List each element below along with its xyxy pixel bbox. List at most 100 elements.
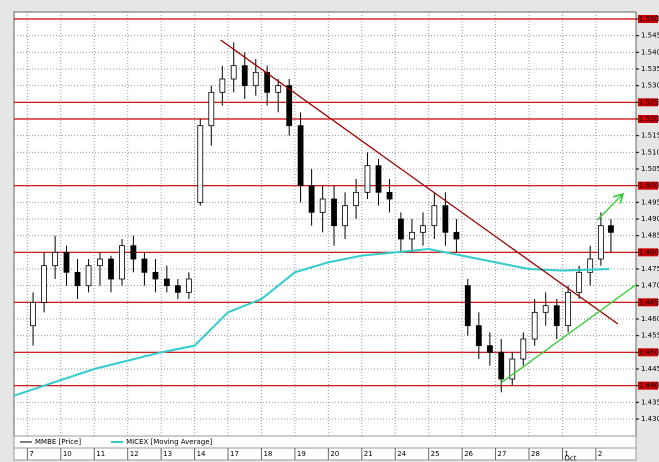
x-tick-label: 27 bbox=[498, 450, 507, 458]
candle-body bbox=[464, 285, 471, 327]
candle-body bbox=[576, 271, 583, 293]
candle-body bbox=[587, 258, 594, 273]
candle-body bbox=[52, 251, 59, 267]
candle-body bbox=[163, 278, 170, 287]
y-tick-label: 1.445 bbox=[641, 365, 659, 373]
candle-body bbox=[264, 71, 271, 93]
candle-body bbox=[531, 311, 538, 340]
level-tag bbox=[638, 181, 658, 190]
candle-body bbox=[308, 185, 315, 213]
level-label: 1.480 bbox=[639, 248, 659, 256]
x-tick-label: 12 bbox=[130, 450, 139, 458]
candle-body bbox=[219, 78, 226, 93]
candle-body bbox=[409, 231, 415, 240]
y-tick-label: 1.435 bbox=[641, 398, 659, 406]
candle-body bbox=[108, 258, 114, 280]
y-tick-label: 1.545 bbox=[641, 32, 659, 40]
candle-body bbox=[597, 225, 604, 260]
candle-body bbox=[420, 225, 426, 233]
y-tick-label: 1.510 bbox=[641, 148, 659, 156]
candle-body bbox=[130, 245, 137, 260]
y-tick-label: 1.455 bbox=[641, 332, 659, 340]
y-tick-label: 1.505 bbox=[641, 165, 659, 173]
x-tick-label: 19 bbox=[297, 450, 306, 458]
level-tag bbox=[638, 115, 658, 123]
candle-body bbox=[498, 351, 505, 380]
x-sublabel: Oct bbox=[564, 455, 576, 462]
candle-body bbox=[185, 278, 192, 293]
x-tick-label: 7 bbox=[29, 450, 33, 458]
level-tag bbox=[638, 348, 658, 357]
level-label: 1.520 bbox=[639, 115, 659, 123]
candle-body bbox=[319, 198, 326, 213]
candle-body bbox=[553, 305, 560, 327]
candle-body bbox=[442, 205, 449, 233]
level-label: 1.440 bbox=[639, 382, 659, 390]
candle-body bbox=[386, 191, 393, 200]
y-tick-label: 1.485 bbox=[641, 232, 659, 240]
level-label: 1.450 bbox=[639, 348, 659, 356]
x-tick-label: 10 bbox=[63, 450, 72, 458]
candle-body bbox=[141, 258, 148, 273]
candle-body bbox=[41, 265, 47, 303]
candle-body bbox=[398, 218, 404, 240]
level-label: 1.525 bbox=[639, 98, 659, 106]
x-tick-label: 13 bbox=[163, 450, 172, 458]
y-tick-label: 1.430 bbox=[641, 415, 659, 423]
x-tick-label: 21 bbox=[364, 450, 373, 458]
candle-body bbox=[364, 165, 371, 193]
candle-body bbox=[431, 205, 438, 227]
trend-line bbox=[220, 39, 619, 325]
y-tick-label: 1.490 bbox=[641, 215, 659, 223]
legend-bar bbox=[13, 435, 637, 449]
x-tick-label: 14 bbox=[197, 450, 206, 458]
x-tick-label: 28 bbox=[531, 450, 540, 458]
x-axis-bar bbox=[13, 447, 637, 461]
candle-body bbox=[85, 265, 92, 287]
legend-label: MICEX [Moving Average] bbox=[126, 438, 212, 446]
x-tick-label: 20 bbox=[330, 450, 339, 458]
candle-body bbox=[197, 125, 204, 203]
candle-body bbox=[453, 231, 460, 240]
level-tag bbox=[638, 381, 658, 390]
plot-area bbox=[13, 11, 637, 437]
candle-body bbox=[174, 285, 181, 293]
candle-body bbox=[30, 301, 36, 327]
x-tick-label: 11 bbox=[96, 450, 105, 458]
candle-body bbox=[297, 125, 304, 187]
candle-body bbox=[542, 305, 549, 313]
candle-body bbox=[375, 165, 382, 193]
level-label: 1.550 bbox=[639, 15, 659, 23]
x-tick-label: 2 bbox=[598, 450, 602, 458]
y-tick-label: 1.540 bbox=[641, 48, 659, 56]
x-tick-label: 18 bbox=[263, 450, 272, 458]
candle-body bbox=[520, 338, 527, 360]
candle-body bbox=[475, 325, 482, 347]
x-tick-label: 17 bbox=[230, 450, 239, 458]
level-tag bbox=[638, 298, 658, 307]
x-tick-label: 24 bbox=[397, 450, 406, 458]
level-tag bbox=[638, 248, 658, 257]
candle-body bbox=[353, 191, 360, 207]
y-tick-label: 1.495 bbox=[641, 198, 659, 206]
y-tick-label: 1.475 bbox=[641, 265, 659, 273]
candle-body bbox=[241, 65, 248, 87]
candle-body bbox=[74, 271, 81, 287]
y-tick-label: 1.470 bbox=[641, 282, 659, 290]
candle-body bbox=[565, 291, 572, 327]
x-tick-label: 26 bbox=[464, 450, 473, 458]
candle-body bbox=[152, 271, 159, 280]
level-label: 1.500 bbox=[639, 182, 659, 190]
candle-body bbox=[275, 85, 282, 93]
candle-body bbox=[119, 245, 125, 280]
trend-line bbox=[500, 283, 638, 384]
level-tag bbox=[638, 98, 658, 107]
y-tick-label: 1.460 bbox=[641, 315, 659, 323]
x-tick-label: 1 bbox=[564, 450, 568, 458]
candle-body bbox=[97, 258, 103, 267]
candle-body bbox=[286, 85, 293, 127]
legend-label: MMBE [Price] bbox=[35, 438, 81, 446]
y-tick-label: 1.515 bbox=[641, 132, 659, 140]
candle-body bbox=[63, 251, 70, 273]
